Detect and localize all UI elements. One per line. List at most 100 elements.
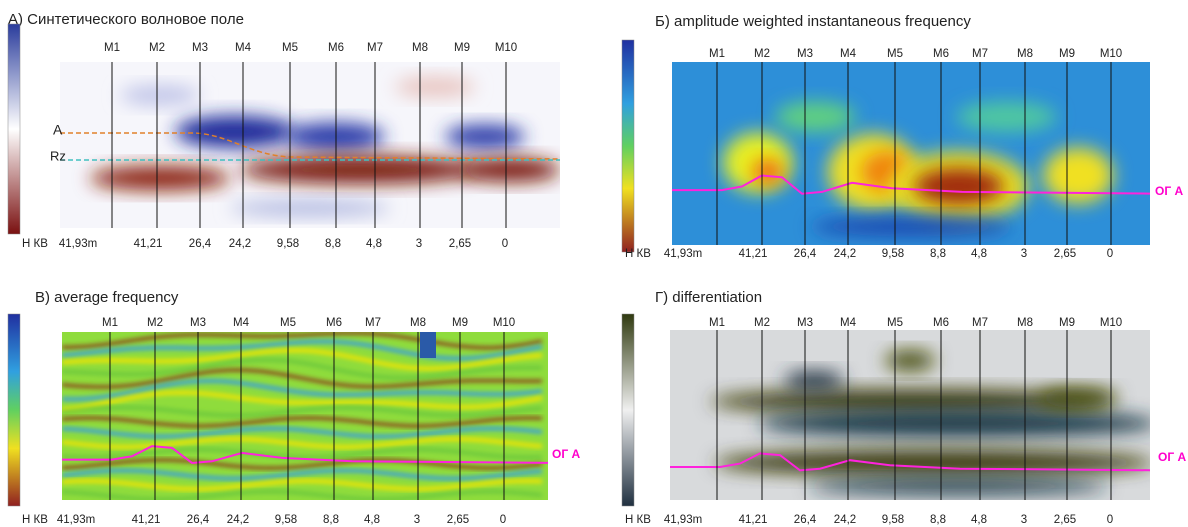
row-value: 41,93m — [57, 514, 95, 526]
row-value: 3 — [1021, 514, 1027, 526]
stripe — [62, 468, 543, 481]
colorbar — [621, 39, 635, 253]
well-label: M3 — [190, 317, 206, 329]
well-label: M9 — [452, 317, 468, 329]
well-label: M7 — [367, 42, 383, 54]
row-value: 2,65 — [449, 238, 471, 250]
stripe — [62, 368, 543, 389]
well-label: M6 — [326, 317, 342, 329]
blob — [714, 449, 1150, 476]
well-label: M1 — [709, 48, 725, 60]
stripe — [62, 426, 543, 439]
blob — [445, 124, 525, 149]
marker-a: A — [53, 122, 63, 138]
well-label: M6 — [328, 42, 344, 54]
stripe — [62, 339, 543, 361]
stripe — [62, 405, 543, 418]
row-value: 24,2 — [834, 248, 856, 260]
stripe — [62, 332, 543, 350]
blob — [230, 200, 390, 217]
row-value: 9,58 — [882, 514, 904, 526]
well-label: M4 — [840, 48, 857, 60]
section-image — [60, 62, 560, 228]
well-label: M3 — [192, 42, 208, 54]
stripe — [62, 447, 543, 460]
row-value: 3 — [1021, 248, 1027, 260]
stripe — [62, 390, 543, 412]
row-value: 24,2 — [834, 514, 856, 526]
row-label: Н КВ — [625, 514, 651, 526]
row-value: 8,8 — [930, 248, 946, 260]
well-label: M10 — [495, 42, 517, 54]
row-value: 41,93m — [664, 248, 702, 260]
stripe — [62, 357, 543, 380]
row-value: 41,21 — [739, 248, 768, 260]
well-label: M4 — [840, 317, 857, 329]
row-value: 2,65 — [1054, 514, 1076, 526]
well-label: M7 — [972, 317, 988, 329]
panel: А) Синтетического волновое поле M1 M2 M3 M4 M… — [7, 11, 560, 250]
row-label: Н КВ — [625, 248, 651, 260]
horizon-label: ОГ А — [552, 447, 580, 461]
row-value: 41,93m — [59, 238, 97, 250]
row-value: 0 — [500, 514, 506, 526]
stripe — [62, 478, 543, 492]
stripe — [62, 489, 543, 500]
blob — [784, 371, 844, 391]
well-label: M1 — [104, 42, 120, 54]
blob — [460, 157, 560, 182]
section-image — [670, 330, 1150, 500]
row-value: 0 — [1107, 248, 1113, 260]
row-value: 9,58 — [275, 514, 297, 526]
well-label: M2 — [754, 317, 770, 329]
blob — [752, 159, 783, 184]
row-value: 8,8 — [930, 514, 946, 526]
blob — [775, 101, 856, 132]
blob — [885, 350, 935, 371]
row-value: 4,8 — [971, 248, 987, 260]
blob — [811, 216, 1011, 237]
well-label: M8 — [1017, 48, 1033, 60]
row-value: 26,4 — [189, 238, 212, 250]
row-value: 26,4 — [794, 248, 817, 260]
panel-title: Б) amplitude weighted instantaneous freq… — [655, 13, 971, 30]
row-value: 41,21 — [134, 238, 163, 250]
blob — [808, 478, 1108, 495]
well-label: M4 — [235, 42, 252, 54]
blob — [710, 389, 1110, 414]
row-label: Н КВ — [22, 514, 48, 526]
horizon-label: ОГ А — [1158, 450, 1186, 464]
horizon-label: ОГ А — [1155, 184, 1183, 198]
well-label: M10 — [1100, 317, 1122, 329]
row-value: 41,93m — [664, 514, 702, 526]
row-value: 4,8 — [971, 514, 987, 526]
row-value: 0 — [502, 238, 508, 250]
well-label: M7 — [972, 48, 988, 60]
blob — [395, 76, 475, 97]
row-value: 26,4 — [794, 514, 817, 526]
row-value: 41,21 — [132, 514, 161, 526]
row-value: 26,4 — [187, 514, 210, 526]
row-value: 2,65 — [1054, 248, 1076, 260]
row-value: 8,8 — [325, 238, 341, 250]
well-label: M9 — [1059, 317, 1075, 329]
row-value: 0 — [1107, 514, 1113, 526]
well-label: M3 — [797, 48, 813, 60]
well-label: M1 — [709, 317, 725, 329]
horizon — [670, 452, 1150, 472]
well-label: M8 — [412, 42, 428, 54]
well-label: M2 — [147, 317, 163, 329]
blob — [1043, 147, 1114, 204]
well-label: M5 — [887, 48, 903, 60]
stripe — [62, 416, 543, 428]
row-value: 3 — [414, 514, 420, 526]
well-label: M9 — [454, 42, 470, 54]
well-label: M5 — [282, 42, 298, 54]
blob — [758, 409, 1150, 438]
blob — [1038, 388, 1118, 408]
section-image — [62, 332, 548, 500]
well-label: M3 — [797, 317, 813, 329]
row-value: 2,65 — [447, 514, 469, 526]
row-value: 41,21 — [739, 514, 768, 526]
well-label: M7 — [365, 317, 381, 329]
